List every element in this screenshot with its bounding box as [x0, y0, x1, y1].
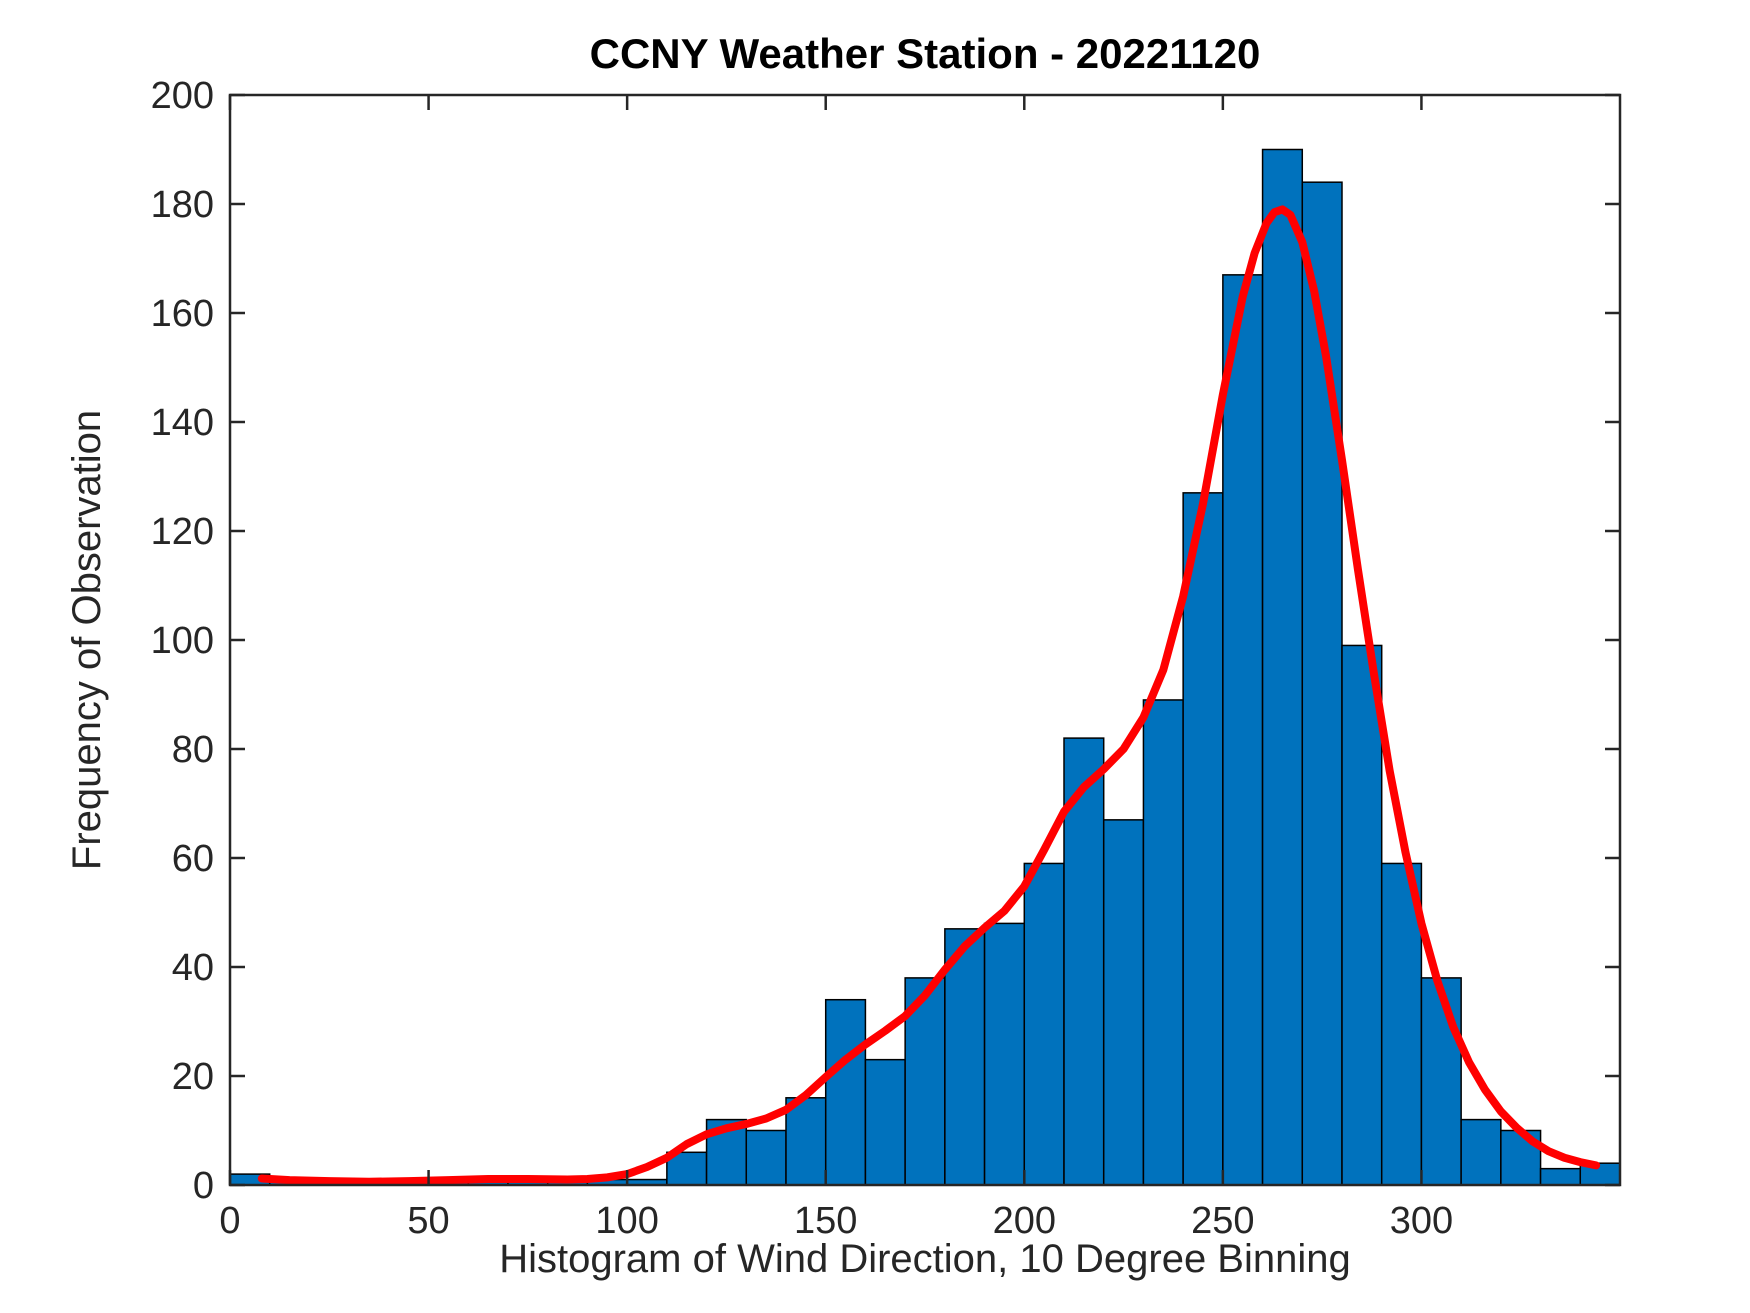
- y-tick-label: 120: [151, 511, 214, 553]
- histogram-bar: [1222, 274, 1264, 1186]
- y-tick-label: 80: [172, 729, 214, 771]
- x-tick-label: 300: [1390, 1200, 1453, 1242]
- x-tick-label: 250: [1191, 1200, 1254, 1242]
- y-tick-label: 140: [151, 402, 214, 444]
- kde-curve: [257, 205, 1601, 1186]
- histogram-bar: [1539, 1167, 1582, 1186]
- x-tick-label: 150: [794, 1200, 857, 1242]
- histogram-bar: [944, 928, 986, 1186]
- histogram-bar: [1460, 1118, 1502, 1186]
- x-tick-label: 50: [407, 1200, 449, 1242]
- y-tick-label: 60: [172, 838, 214, 880]
- histogram-bar: [745, 1129, 787, 1186]
- y-tick-label: 40: [172, 947, 214, 989]
- histogram-bar: [1341, 644, 1383, 1186]
- chart-title: CCNY Weather Station - 20221120: [590, 30, 1261, 77]
- histogram-bar: [1102, 819, 1145, 1186]
- histogram-bar: [1182, 492, 1224, 1186]
- histogram-bar: [1142, 699, 1184, 1186]
- histogram-bar: [864, 1058, 906, 1186]
- histogram-bar: [1023, 862, 1065, 1186]
- histogram-bar: [785, 1097, 827, 1186]
- histogram-bar: [1420, 977, 1462, 1186]
- x-axis-label: Histogram of Wind Direction, 10 Degree B…: [499, 1237, 1351, 1281]
- histogram-bar: [1261, 148, 1304, 1186]
- y-tick-label: 180: [151, 184, 214, 226]
- histogram-bar: [983, 922, 1026, 1186]
- y-tick-label: 200: [151, 75, 214, 117]
- y-axis-label: Frequency of Observation: [65, 410, 109, 870]
- plot-area: 0 50 100 150 200 250 300 0 20 40 60 80 100 120 140 160 1…: [151, 75, 1622, 1242]
- x-tick-label: 100: [595, 1200, 658, 1242]
- x-tick-label: 200: [993, 1200, 1056, 1242]
- histogram-bar: [824, 998, 867, 1186]
- y-tick-label: 100: [151, 620, 214, 662]
- y-tick-label: 20: [172, 1056, 214, 1098]
- y-tick-label: 160: [151, 293, 214, 335]
- y-tick-label: 0: [193, 1165, 214, 1207]
- x-tick-label: 0: [219, 1200, 240, 1242]
